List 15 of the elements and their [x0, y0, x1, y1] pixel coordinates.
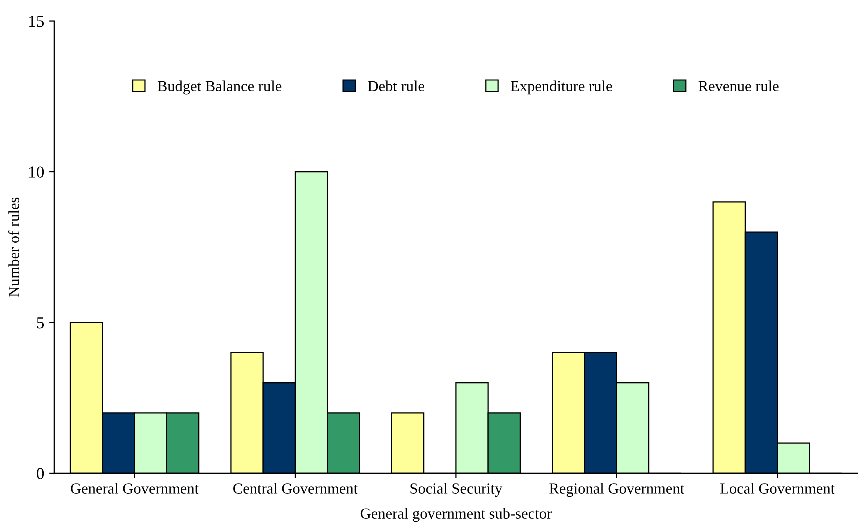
- y-axis-title: Number of rules: [8, 198, 20, 298]
- y-tick-label: 5: [37, 318, 44, 329]
- x-tick-label: Regional Government: [550, 483, 684, 498]
- x-tick-label: Local Government: [720, 483, 835, 494]
- legend-label: Revenue rule: [698, 80, 779, 92]
- x-tick-label: General Government: [71, 483, 199, 494]
- x-axis-title: General government sub-sector: [360, 508, 552, 522]
- legend-label: Budget Balance rule: [158, 80, 282, 95]
- x-tick-label: Central Government: [234, 483, 358, 494]
- legend-label: Expenditure rule: [511, 80, 612, 95]
- legend-label: Debt rule: [368, 80, 424, 92]
- y-tick-label: 15: [30, 16, 44, 28]
- y-tick-label: 0: [37, 468, 44, 480]
- x-tick-label: Social Security: [410, 483, 503, 498]
- y-tick-label: 10: [30, 166, 44, 178]
